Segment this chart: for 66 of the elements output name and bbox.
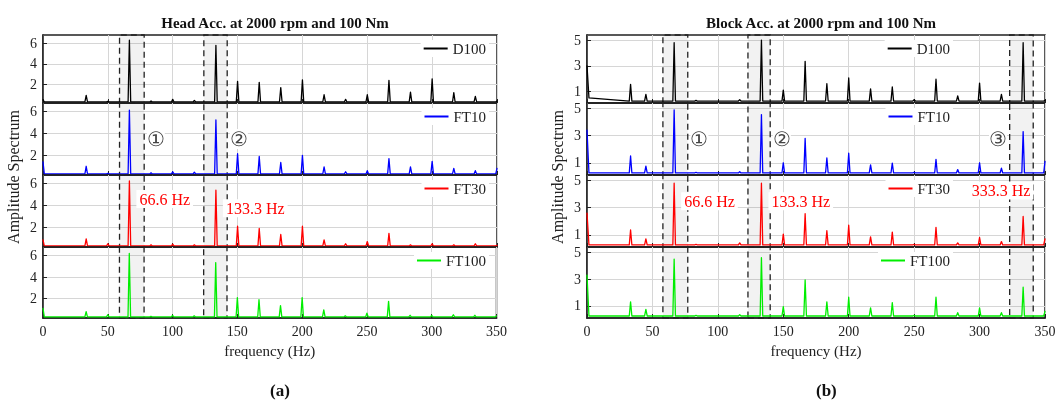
annotation: 333.3 Hz: [971, 181, 1031, 199]
y-tick-label: 3: [574, 271, 581, 287]
x-tick-label: 150: [226, 323, 248, 339]
x-tick-label: 350: [1034, 323, 1056, 339]
y-tick-label: 1: [574, 155, 581, 171]
x-tick-label: 350: [486, 323, 507, 339]
x-tick-label: 150: [772, 323, 794, 339]
x-axis-title: frequency (Hz): [770, 342, 862, 360]
legend-label: FT10: [917, 108, 951, 125]
y-tick-label: 3: [574, 128, 581, 144]
y-tick-label: 1: [574, 227, 581, 243]
y-tick-label: 1: [574, 298, 581, 314]
annotation: 66.6 Hz: [684, 192, 735, 210]
y-tick-label: 5: [574, 32, 581, 48]
y-tick-label: 2: [30, 291, 37, 307]
band-label: ②: [229, 128, 248, 150]
y-tick-label: 4: [30, 269, 37, 285]
y-tick-label: 6: [30, 248, 37, 264]
legend-label: FT100: [446, 252, 487, 269]
y-tick-label: 5: [574, 172, 581, 188]
annotation: 133.3 Hz: [225, 199, 285, 217]
x-tick-label: 0: [39, 323, 47, 339]
x-tick-label: 100: [707, 323, 729, 339]
chart-title: Block Acc. at 2000 rpm and 100 Nm: [706, 14, 937, 31]
text: (a): [270, 381, 290, 400]
y-tick-label: 5: [574, 100, 581, 116]
legend-label: FT30: [917, 180, 951, 197]
band-label: ②: [772, 128, 791, 150]
y-tick-label: 4: [30, 126, 37, 142]
legend-label: D100: [916, 40, 951, 57]
y-tick-label: 6: [30, 35, 37, 51]
y-tick-label: 4: [30, 198, 37, 214]
legend-label: FT10: [453, 108, 487, 125]
band-label: ①: [146, 128, 165, 150]
band-label: ①: [690, 128, 709, 150]
y-tick-label: 4: [30, 56, 37, 72]
band-label: ③: [989, 128, 1008, 150]
y-tick-label: 6: [30, 176, 37, 192]
y-axis-title: Amplitude Spectrum: [5, 109, 23, 244]
x-tick-label: 250: [903, 323, 925, 339]
y-tick-label: 3: [574, 58, 581, 74]
y-tick-label: 1: [574, 83, 581, 99]
x-tick-label: 200: [838, 323, 860, 339]
y-axis-title: Amplitude Spectrum: [549, 109, 567, 244]
x-tick-label: 0: [583, 323, 591, 339]
y-tick-label: 2: [30, 147, 37, 163]
y-tick-label: 5: [574, 244, 581, 260]
x-tick-label: 50: [645, 323, 660, 339]
x-tick-label: 200: [291, 323, 313, 339]
legend-label: D100: [452, 40, 487, 57]
x-tick-label: 250: [356, 323, 378, 339]
x-axis-title: frequency (Hz): [224, 342, 316, 360]
y-tick-label: 3: [574, 200, 581, 216]
y-tick-label: 6: [30, 104, 37, 120]
annotation: 66.6 Hz: [139, 190, 191, 208]
x-tick-label: 300: [421, 323, 443, 339]
legend-label: FT30: [453, 180, 487, 197]
x-tick-label: 300: [969, 323, 991, 339]
legend-label: FT100: [910, 252, 951, 269]
chart-title: Head Acc. at 2000 rpm and 100 Nm: [161, 14, 390, 31]
x-tick-label: 100: [162, 323, 184, 339]
annotation: 133.3 Hz: [771, 192, 831, 210]
y-tick-label: 2: [30, 219, 37, 235]
x-tick-label: 50: [100, 323, 115, 339]
y-tick-label: 2: [30, 76, 37, 92]
text: (b): [816, 381, 837, 400]
